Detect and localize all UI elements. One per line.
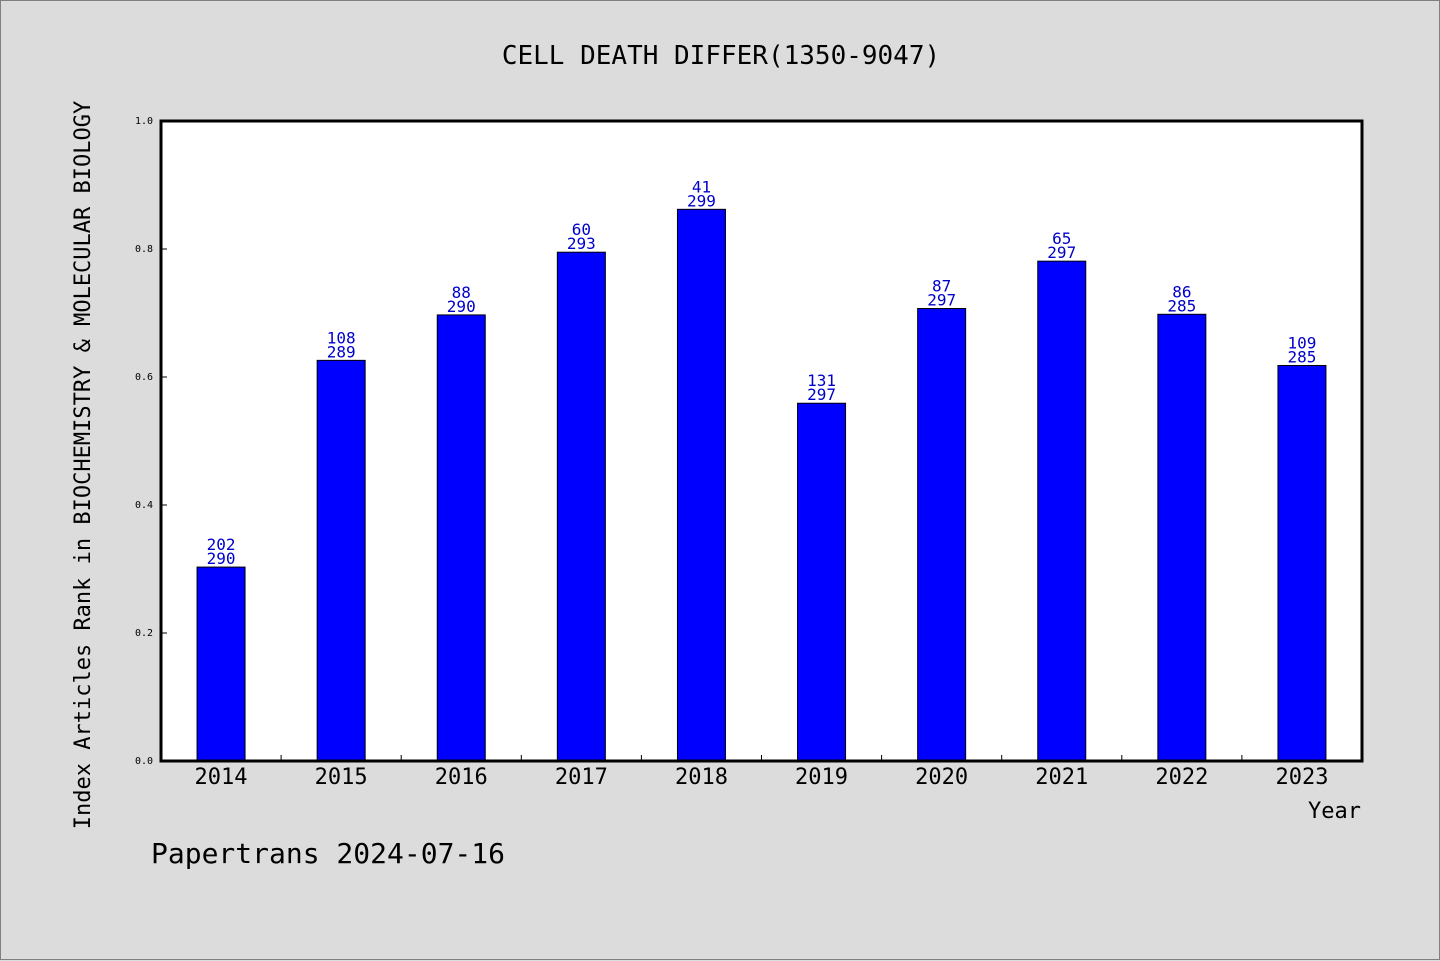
chart-title: CELL DEATH DIFFER(1350-9047) (502, 41, 940, 71)
bar-2023 (1277, 364, 1327, 762)
y-axis-label: Index Articles Rank in BIOCHEMISTRY & MO… (71, 101, 96, 829)
data-label-rank: 109 (1287, 333, 1316, 352)
x-tick-label: 2019 (795, 765, 848, 790)
bar-2022 (1157, 313, 1207, 762)
data-label-total: 289 (327, 342, 356, 361)
y-tick-label: 1.0 (135, 116, 153, 127)
x-axis-label: Year (1308, 799, 1361, 824)
data-label-rank: 41 (692, 177, 711, 196)
data-label-rank: 88 (452, 283, 471, 302)
bars-group (196, 208, 1327, 762)
data-label-total: 290 (207, 549, 236, 568)
y-tick-label: 0.6 (135, 372, 153, 383)
data-label-rank: 131 (807, 371, 836, 390)
y-tick-label: 0.0 (135, 756, 153, 767)
data-label-rank: 108 (327, 328, 356, 347)
data-label-total: 293 (567, 234, 596, 253)
x-tick-label: 2015 (315, 765, 368, 790)
data-label-total: 285 (1287, 347, 1316, 366)
data-label-rank: 86 (1172, 282, 1191, 301)
bar-2021 (1037, 260, 1087, 762)
x-tick-label: 2023 (1275, 765, 1328, 790)
data-label-total: 285 (1167, 296, 1196, 315)
bar-2015 (316, 359, 366, 762)
data-label-total: 290 (447, 297, 476, 316)
bar-2020 (917, 308, 967, 762)
x-tick-label: 2021 (1035, 765, 1088, 790)
bar-2016 (436, 314, 486, 762)
x-tick-label: 2014 (195, 765, 248, 790)
data-label-total: 297 (807, 385, 836, 404)
bar-2018 (676, 208, 726, 762)
plot-border (159, 119, 1364, 763)
bar-2017 (556, 251, 606, 762)
data-labels-group: 2022901082898829060293412991312978729765… (207, 177, 1317, 568)
data-label-rank: 65 (1052, 229, 1071, 248)
data-label-total: 297 (1047, 243, 1076, 262)
bar-2014 (196, 566, 246, 762)
data-label-total: 299 (687, 191, 716, 210)
y-tick-label: 0.4 (135, 500, 153, 511)
y-tick-label: 0.8 (135, 244, 153, 255)
data-label-total: 297 (927, 291, 956, 310)
x-tick-label: 2016 (435, 765, 488, 790)
x-tick-label: 2020 (915, 765, 968, 790)
bar-2019 (797, 402, 847, 762)
x-tick-label: 2022 (1155, 765, 1208, 790)
x-tick-label: 2017 (555, 765, 608, 790)
x-ticks-group: 2014 2015 2016 2017 2018 2019 2020 2021 2022 2023 (195, 755, 1328, 790)
data-label-rank: 87 (932, 277, 951, 296)
data-label-rank: 60 (572, 220, 591, 239)
y-tick-label: 0.2 (135, 628, 153, 639)
data-label-rank: 202 (207, 535, 236, 554)
x-tick-label: 2018 (675, 765, 728, 790)
credit-text: Papertrans 2024-07-16 (151, 837, 505, 870)
